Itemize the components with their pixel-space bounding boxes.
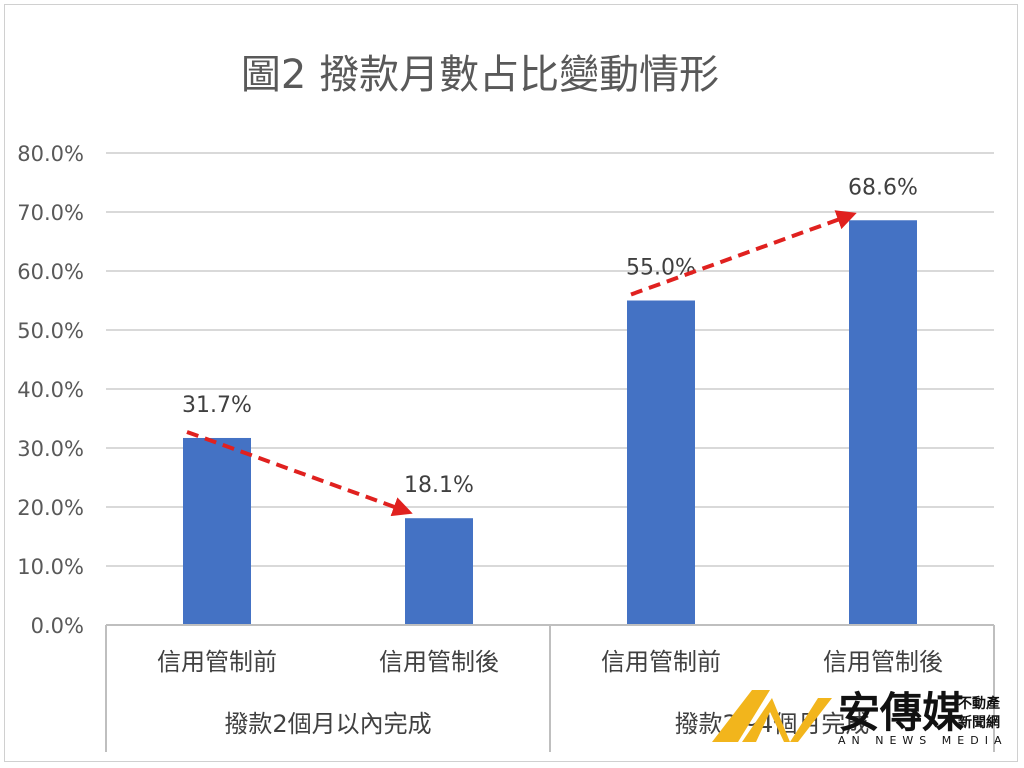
chart-title: 圖2 撥款月數占比變動情形: [241, 52, 719, 98]
x-category-label: 信用管制前: [601, 648, 721, 676]
watermark-logo: 安傳媒 不動產 新聞網 AN NEWS MEDIA: [712, 688, 1007, 747]
y-tick-label: 70.0%: [17, 201, 84, 225]
chart-frame: [4, 4, 1018, 762]
logo-a-shape: [712, 690, 770, 742]
logo-name: 安傳媒: [838, 688, 965, 737]
y-tick-label: 10.0%: [17, 555, 84, 579]
data-label: 31.7%: [182, 393, 252, 418]
bars: [183, 220, 917, 625]
x-category-label: 信用管制前: [157, 648, 277, 676]
data-label: 68.6%: [848, 175, 918, 200]
bar: [183, 437, 251, 625]
data-label: 18.1%: [404, 473, 474, 498]
trend-arrow: [186, 430, 413, 517]
logo-english: AN NEWS MEDIA: [838, 734, 1007, 747]
x-group-label: 撥款2個月以內完成: [224, 710, 431, 738]
data-label: 55.0%: [626, 256, 696, 281]
y-tick-label: 80.0%: [17, 142, 84, 166]
trend-arrow: [630, 210, 857, 297]
bar: [405, 518, 473, 625]
y-tick-label: 20.0%: [17, 496, 84, 520]
bar: [849, 220, 917, 625]
x-category-label: 信用管制後: [379, 648, 499, 676]
logo-sub-top: 不動產: [958, 695, 1000, 712]
y-tick-label: 50.0%: [17, 319, 84, 343]
gridlines: [106, 152, 994, 567]
y-axis-tick-labels: 0.0% 10.0% 20.0% 30.0% 40.0% 50.0% 60.0% 70.0% 8…: [17, 142, 84, 638]
x-category-label: 信用管制後: [823, 648, 943, 676]
trend-arrows: [186, 210, 857, 517]
logo-n-shape: [742, 698, 832, 742]
y-tick-label: 40.0%: [17, 378, 84, 402]
y-tick-label: 30.0%: [17, 437, 84, 461]
bar: [627, 300, 695, 625]
logo-sub-bottom: 新聞網: [958, 714, 1000, 731]
y-tick-label: 60.0%: [17, 260, 84, 284]
data-labels: 31.7% 18.1% 55.0% 68.6%: [182, 175, 918, 498]
y-tick-label: 0.0%: [31, 614, 84, 638]
